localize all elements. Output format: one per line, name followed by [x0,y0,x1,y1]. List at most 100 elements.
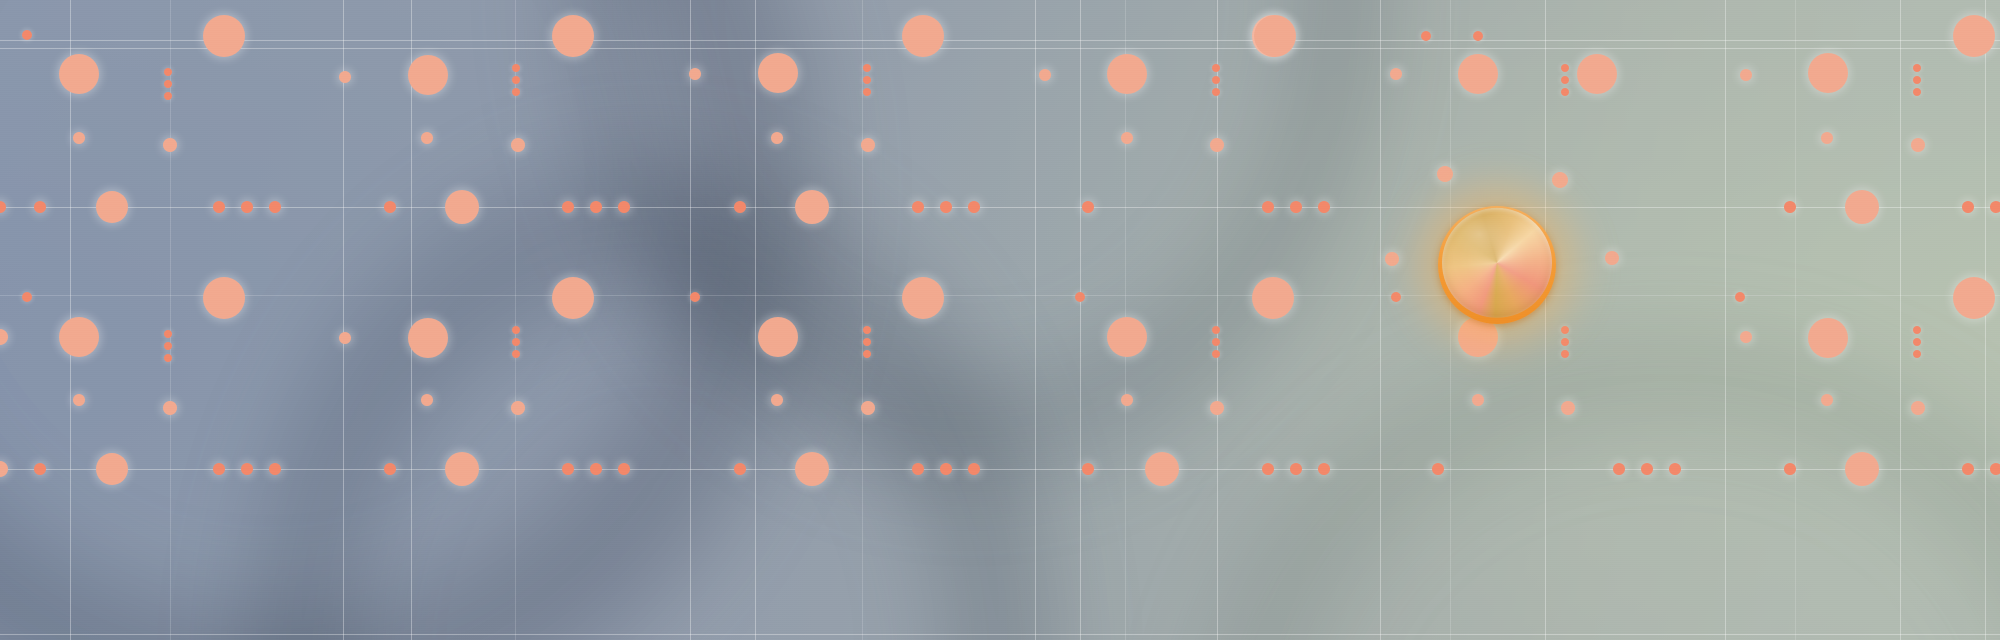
dot-node[interactable] [241,463,253,475]
dot-node[interactable] [163,138,177,152]
dot-node[interactable] [0,461,8,477]
dot-node[interactable] [22,292,32,302]
dot-node[interactable] [512,338,520,346]
dot-node[interactable] [512,326,520,334]
dot-node[interactable] [1212,326,1220,334]
dot-node[interactable] [1212,64,1220,72]
dot-node[interactable] [0,201,6,213]
dot-node[interactable] [163,401,177,415]
dot-node[interactable] [1252,277,1294,319]
dot-node[interactable] [73,132,85,144]
dot-node[interactable] [861,138,875,152]
dot-node[interactable] [795,452,829,486]
dot-node[interactable] [213,201,225,213]
dot-node[interactable] [73,394,85,406]
dot-node[interactable] [241,201,253,213]
dot-node[interactable] [1432,463,1444,475]
dot-node[interactable] [1913,76,1921,84]
dot-node[interactable] [213,463,225,475]
dot-node[interactable] [1911,401,1925,415]
dot-node[interactable] [1962,463,1974,475]
dot-node[interactable] [408,318,448,358]
dot-node[interactable] [1913,88,1921,96]
dot-node[interactable] [1913,64,1921,72]
dot-node[interactable] [164,68,172,76]
dot-node[interactable] [203,15,245,57]
dot-node[interactable] [1473,31,1483,41]
dot-node[interactable] [512,64,520,72]
dot-node[interactable] [269,463,281,475]
dot-node[interactable] [1210,138,1224,152]
dot-node[interactable] [863,88,871,96]
dot-node[interactable] [511,401,525,415]
dot-node[interactable] [1669,463,1681,475]
dot-node[interactable] [861,401,875,415]
dot-node[interactable] [1740,331,1752,343]
dot-node[interactable] [1290,463,1302,475]
dot-node[interactable] [758,317,798,357]
dot-node[interactable] [734,463,746,475]
dot-node[interactable] [902,277,944,319]
dot-node[interactable] [562,463,574,475]
dot-node[interactable] [1990,201,2000,213]
dot-node[interactable] [1953,277,1995,319]
dot-node[interactable] [1390,68,1402,80]
dot-node[interactable] [1145,452,1179,486]
dot-node[interactable] [690,292,700,302]
dot-node[interactable] [863,350,871,358]
dot-node[interactable] [1784,463,1796,475]
dot-node[interactable] [1561,76,1569,84]
dot-node[interactable] [1735,292,1745,302]
dot-node[interactable] [771,394,783,406]
dot-node[interactable] [339,332,351,344]
dot-node[interactable] [339,71,351,83]
dot-node[interactable] [511,138,525,152]
dot-node[interactable] [552,15,594,57]
dot-node[interactable] [1821,132,1833,144]
dot-node[interactable] [1421,31,1431,41]
dot-node[interactable] [1290,201,1302,213]
dot-node[interactable] [0,329,8,345]
dot-node[interactable] [968,463,980,475]
dot-node[interactable] [795,190,829,224]
dot-node[interactable] [1318,463,1330,475]
dot-node[interactable] [1913,338,1921,346]
dot-node[interactable] [1318,201,1330,213]
dot-node[interactable] [34,463,46,475]
dot-node[interactable] [445,190,479,224]
dot-node[interactable] [1913,350,1921,358]
dot-node[interactable] [34,201,46,213]
dot-node[interactable] [1075,292,1085,302]
dot-node[interactable] [1784,201,1796,213]
dot-node[interactable] [512,76,520,84]
dot-node[interactable] [1121,394,1133,406]
dot-node[interactable] [512,350,520,358]
dot-node[interactable] [1953,15,1995,57]
dot-node[interactable] [22,30,32,40]
dot-node[interactable] [1913,326,1921,334]
dot-node[interactable] [863,338,871,346]
dot-node[interactable] [1641,463,1653,475]
dot-node[interactable] [164,92,172,100]
dot-node[interactable] [1262,463,1274,475]
dot-node[interactable] [1577,54,1617,94]
dot-node[interactable] [1911,138,1925,152]
dot-node[interactable] [618,463,630,475]
dot-node[interactable] [421,394,433,406]
dot-node[interactable] [1082,463,1094,475]
dot-node[interactable] [863,326,871,334]
dot-node[interactable] [1561,88,1569,96]
dot-node[interactable] [1107,54,1147,94]
dot-node[interactable] [164,342,172,350]
dot-node[interactable] [1262,201,1274,213]
dot-node[interactable] [1561,64,1569,72]
dot-node[interactable] [1210,401,1224,415]
dot-node[interactable] [96,191,128,223]
dot-node[interactable] [203,277,245,319]
dot-node[interactable] [1990,463,2000,475]
dot-node[interactable] [96,453,128,485]
dot-node[interactable] [1254,15,1296,57]
dot-node[interactable] [863,76,871,84]
dot-node[interactable] [912,463,924,475]
dot-node[interactable] [164,330,172,338]
